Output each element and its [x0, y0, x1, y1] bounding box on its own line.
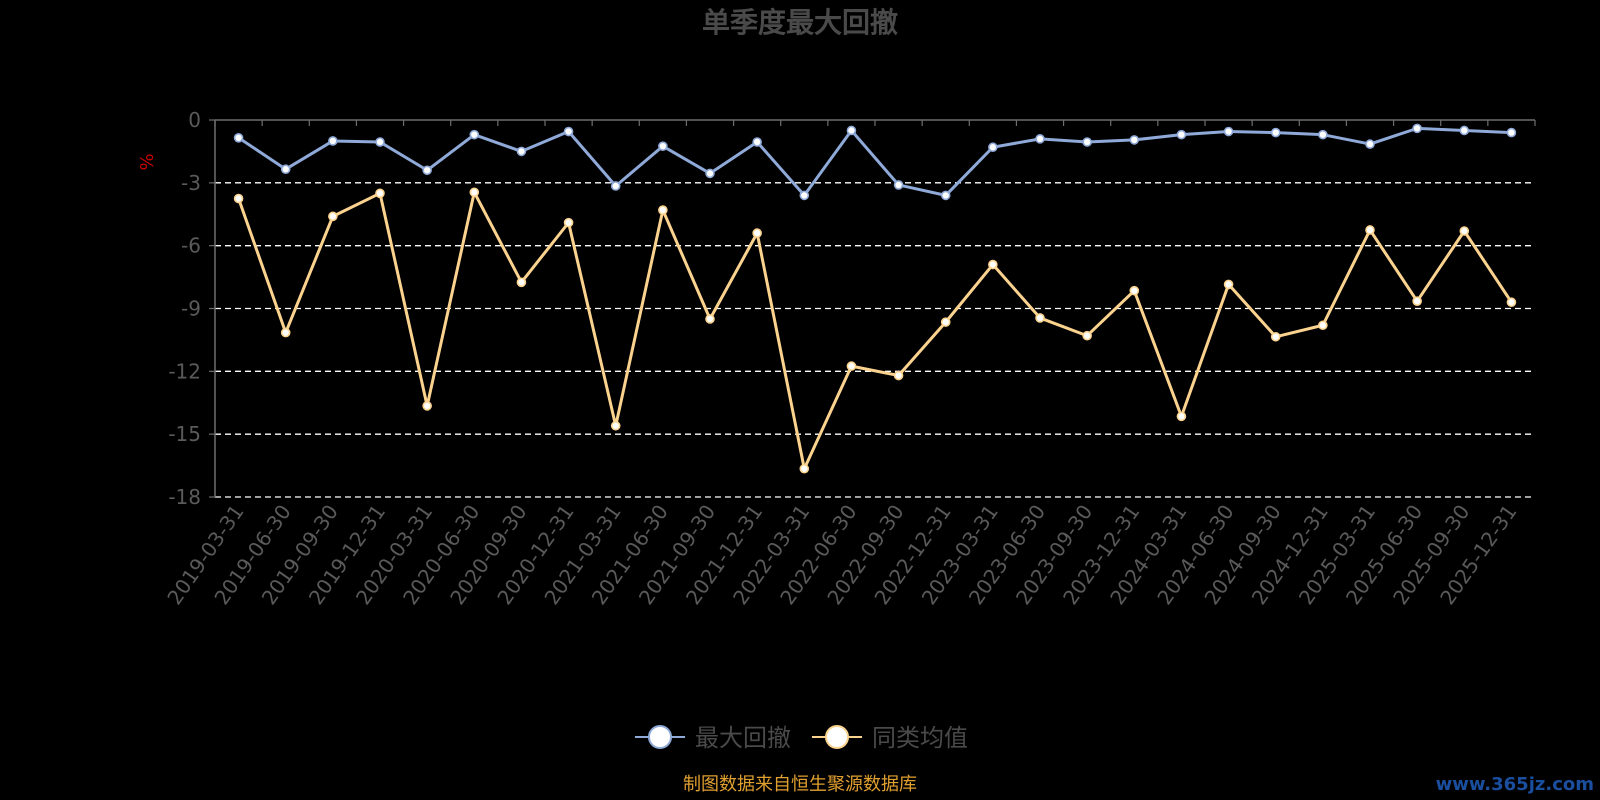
data-point[interactable] [233, 133, 244, 143]
data-point[interactable] [233, 193, 244, 204]
data-point[interactable] [940, 317, 951, 327]
data-point[interactable] [563, 217, 574, 228]
y-tick-labels: 0 -3 -6 -9 -12 -15 -18 [168, 108, 201, 509]
data-point[interactable] [988, 259, 998, 270]
legend-marker-icon [648, 725, 672, 749]
data-point[interactable] [1365, 225, 1375, 235]
data-point[interactable] [658, 205, 668, 215]
y-tick-label: 0 [188, 108, 201, 132]
data-point[interactable] [375, 188, 385, 199]
data-point[interactable] [1412, 296, 1422, 306]
y-tick-label: -9 [181, 297, 201, 321]
series-1 [233, 123, 1517, 201]
data-point[interactable] [1318, 129, 1328, 140]
y-tick-label: -12 [168, 359, 201, 383]
data-point[interactable] [422, 401, 432, 411]
data-point[interactable] [1459, 125, 1470, 136]
data-point[interactable] [1270, 127, 1281, 138]
data-point[interactable] [1082, 330, 1092, 341]
legend-item[interactable]: 同类均值 [812, 724, 968, 752]
data-point[interactable] [1506, 127, 1517, 138]
data-point[interactable] [799, 190, 810, 201]
data-point[interactable] [1459, 226, 1470, 236]
data-point[interactable] [563, 126, 574, 137]
data-point[interactable] [752, 137, 762, 147]
data-point[interactable] [893, 180, 904, 190]
data-point[interactable] [375, 137, 385, 147]
data-point[interactable] [799, 463, 810, 474]
legend: 最大回撤 同类均值 [635, 724, 968, 752]
data-point[interactable] [1412, 123, 1422, 134]
axes [209, 119, 1536, 498]
data-point[interactable] [752, 228, 762, 238]
data-point[interactable] [1035, 313, 1045, 323]
data-point[interactable] [610, 181, 621, 191]
data-point[interactable] [1176, 129, 1187, 140]
legend-marker-icon [825, 725, 849, 749]
data-point[interactable] [1270, 331, 1281, 342]
x-tick-labels: 2019-03-312019-06-302019-09-302019-12-31… [162, 500, 1521, 609]
data-point[interactable] [1176, 411, 1187, 422]
data-point[interactable] [940, 190, 951, 201]
data-point[interactable] [846, 361, 857, 371]
series-line [237, 190, 1513, 471]
data-point[interactable] [1129, 285, 1140, 296]
y-tick-label: -15 [168, 422, 201, 446]
data-point[interactable] [1082, 137, 1092, 147]
data-point[interactable] [1506, 297, 1517, 308]
y-axis-label: % [137, 153, 158, 170]
data-point[interactable] [469, 129, 480, 140]
data-point[interactable] [1223, 279, 1234, 290]
data-point[interactable] [516, 146, 527, 157]
data-point[interactable] [705, 168, 715, 179]
data-point[interactable] [1035, 134, 1045, 144]
data-point[interactable] [705, 314, 715, 324]
legend-label: 最大回撤 [695, 724, 791, 752]
series-2 [233, 187, 1517, 474]
data-point[interactable] [1129, 135, 1140, 145]
data-point[interactable] [893, 370, 904, 381]
legend-label: 同类均值 [872, 724, 968, 752]
data-point[interactable] [280, 164, 291, 175]
data-point[interactable] [988, 142, 998, 153]
series-lines [233, 123, 1517, 474]
data-point[interactable] [846, 125, 857, 136]
data-point[interactable] [1365, 139, 1375, 149]
data-point[interactable] [516, 277, 527, 288]
data-point[interactable] [280, 327, 291, 338]
data-point[interactable] [1318, 320, 1328, 331]
legend-item[interactable]: 最大回撤 [635, 724, 791, 752]
series-line [237, 126, 1512, 197]
source-note: 制图数据来自恒生聚源数据库 [683, 774, 917, 795]
y-tick-label: -18 [168, 485, 201, 509]
y-tick-label: -3 [181, 171, 201, 195]
data-point[interactable] [469, 187, 480, 198]
data-point[interactable] [422, 165, 432, 176]
data-point[interactable] [610, 420, 621, 431]
data-point[interactable] [328, 136, 338, 146]
watermark: www.365jz.com [1436, 774, 1594, 795]
chart-title: 单季度最大回撤 [702, 6, 898, 39]
data-point[interactable] [1223, 126, 1234, 137]
y-tick-label: -6 [181, 234, 201, 258]
data-point[interactable] [328, 211, 338, 222]
data-point[interactable] [658, 141, 668, 151]
